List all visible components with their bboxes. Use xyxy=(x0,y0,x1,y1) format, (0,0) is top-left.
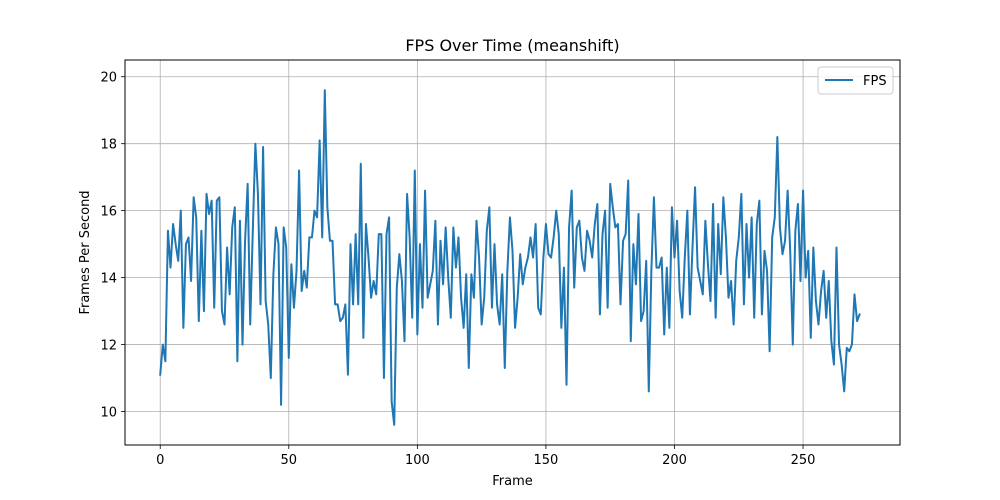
x-tick-label: 100 xyxy=(405,453,430,468)
chart-title: FPS Over Time (meanshift) xyxy=(405,36,619,55)
y-tick-label: 12 xyxy=(100,339,117,354)
y-tick-label: 14 xyxy=(100,272,117,287)
series-layer xyxy=(159,89,861,426)
legend-label-fps: FPS xyxy=(863,74,887,89)
x-tick-label: 0 xyxy=(156,453,164,468)
y-tick-label: 10 xyxy=(100,406,117,421)
y-tick-label: 16 xyxy=(100,205,117,220)
x-tick-label: 150 xyxy=(534,453,559,468)
y-tick-label: 20 xyxy=(100,71,117,86)
series-line-fps xyxy=(159,89,861,426)
legend: FPS xyxy=(817,66,894,95)
x-axis-ticks: 0 50 100 150 200 250 xyxy=(156,445,815,468)
plot-frame xyxy=(124,59,901,446)
y-tick-label: 18 xyxy=(100,138,117,153)
x-tick-label: 50 xyxy=(281,453,298,468)
grid-lines xyxy=(125,60,900,445)
legend-box xyxy=(817,66,894,95)
x-axis-label: Frame xyxy=(492,474,533,489)
x-tick-label: 250 xyxy=(791,453,816,468)
y-axis-label: Frames Per Second xyxy=(78,190,93,314)
y-axis-ticks: 10 12 14 16 18 20 xyxy=(100,71,125,421)
x-tick-label: 200 xyxy=(662,453,687,468)
